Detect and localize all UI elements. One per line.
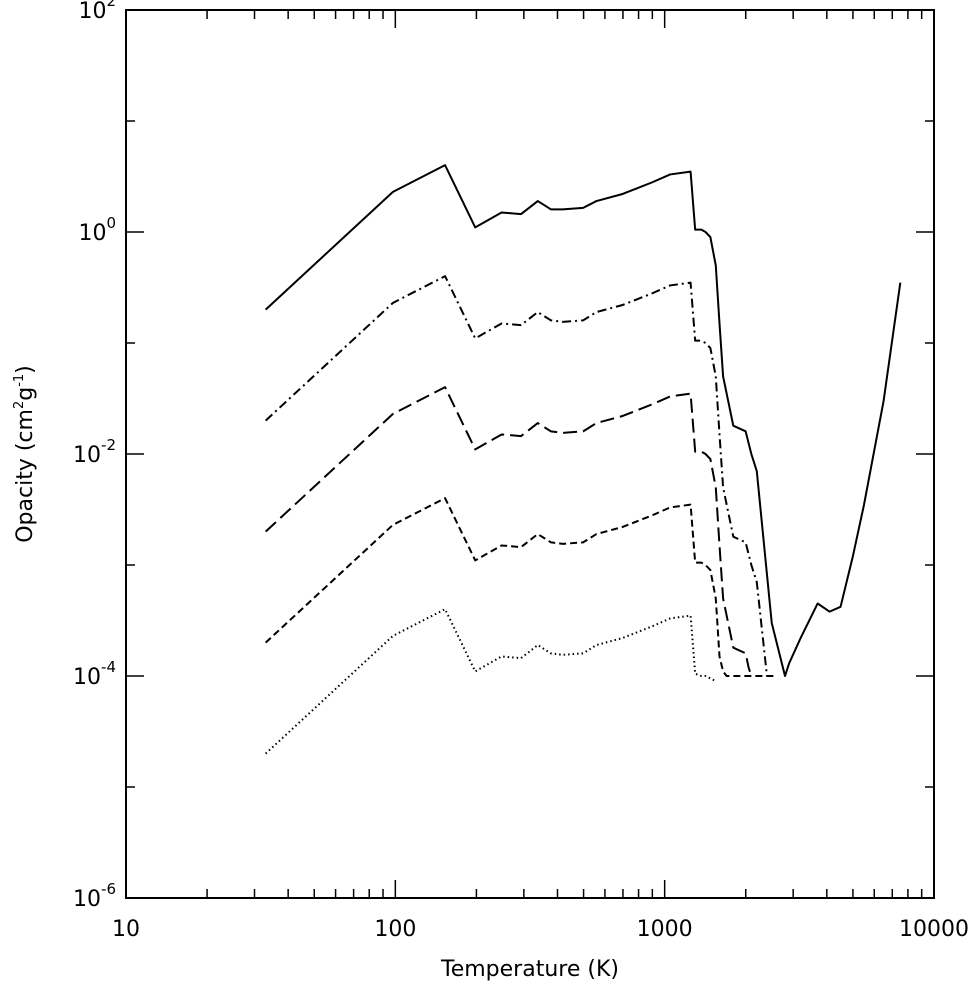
x-tick-label: 10000 — [899, 917, 969, 942]
y-tick-label-exp: -6 — [101, 880, 116, 898]
series-line-dotted — [264, 608, 717, 755]
y-tick-label: 100 — [78, 214, 116, 246]
y-tick-label: 10-2 — [73, 436, 116, 468]
y-tick-label-base: 10 — [73, 443, 101, 468]
series-line-solid — [264, 164, 902, 677]
series-line-longdash — [264, 386, 753, 677]
y-axis-ticks — [126, 120, 934, 788]
y-tick-label-base: 10 — [78, 0, 106, 24]
y-tick-label-base: 10 — [73, 887, 101, 912]
y-tick-label-exp: 0 — [106, 214, 116, 232]
y-tick-label: 10-4 — [73, 658, 116, 690]
x-tick-label: 10 — [112, 917, 140, 942]
y-axis-label-prefix: Opacity (cm — [13, 409, 38, 543]
x-tick-label: 1000 — [637, 917, 693, 942]
y-axis-label: Opacity (cm2g-1) — [12, 365, 38, 543]
y-tick-label-exp: -4 — [101, 658, 116, 676]
y-axis-label-suffix: ) — [13, 365, 38, 374]
x-axis-label: Temperature (K) — [440, 957, 619, 982]
y-tick-label: 102 — [78, 0, 116, 24]
data-series — [264, 164, 902, 755]
series-line-dashdot — [264, 275, 768, 677]
x-axis-ticks — [206, 10, 923, 898]
y-tick-label-exp: -2 — [101, 436, 116, 454]
y-axis-label-sup2: -1 — [12, 374, 27, 387]
y-tick-label-base: 10 — [78, 221, 106, 246]
y-tick-label-base: 10 — [73, 665, 101, 690]
x-axis-tick-labels: 10 100 1000 10000 — [112, 917, 969, 942]
y-tick-label: 10-6 — [73, 880, 116, 912]
y-axis-label-sup1: 2 — [12, 401, 27, 409]
plot-frame — [125, 9, 935, 899]
x-tick-label: 100 — [374, 917, 416, 942]
y-axis-label-mid: g — [13, 387, 38, 401]
series-line-dashed — [264, 497, 777, 677]
y-tick-label-exp: 2 — [106, 0, 116, 10]
